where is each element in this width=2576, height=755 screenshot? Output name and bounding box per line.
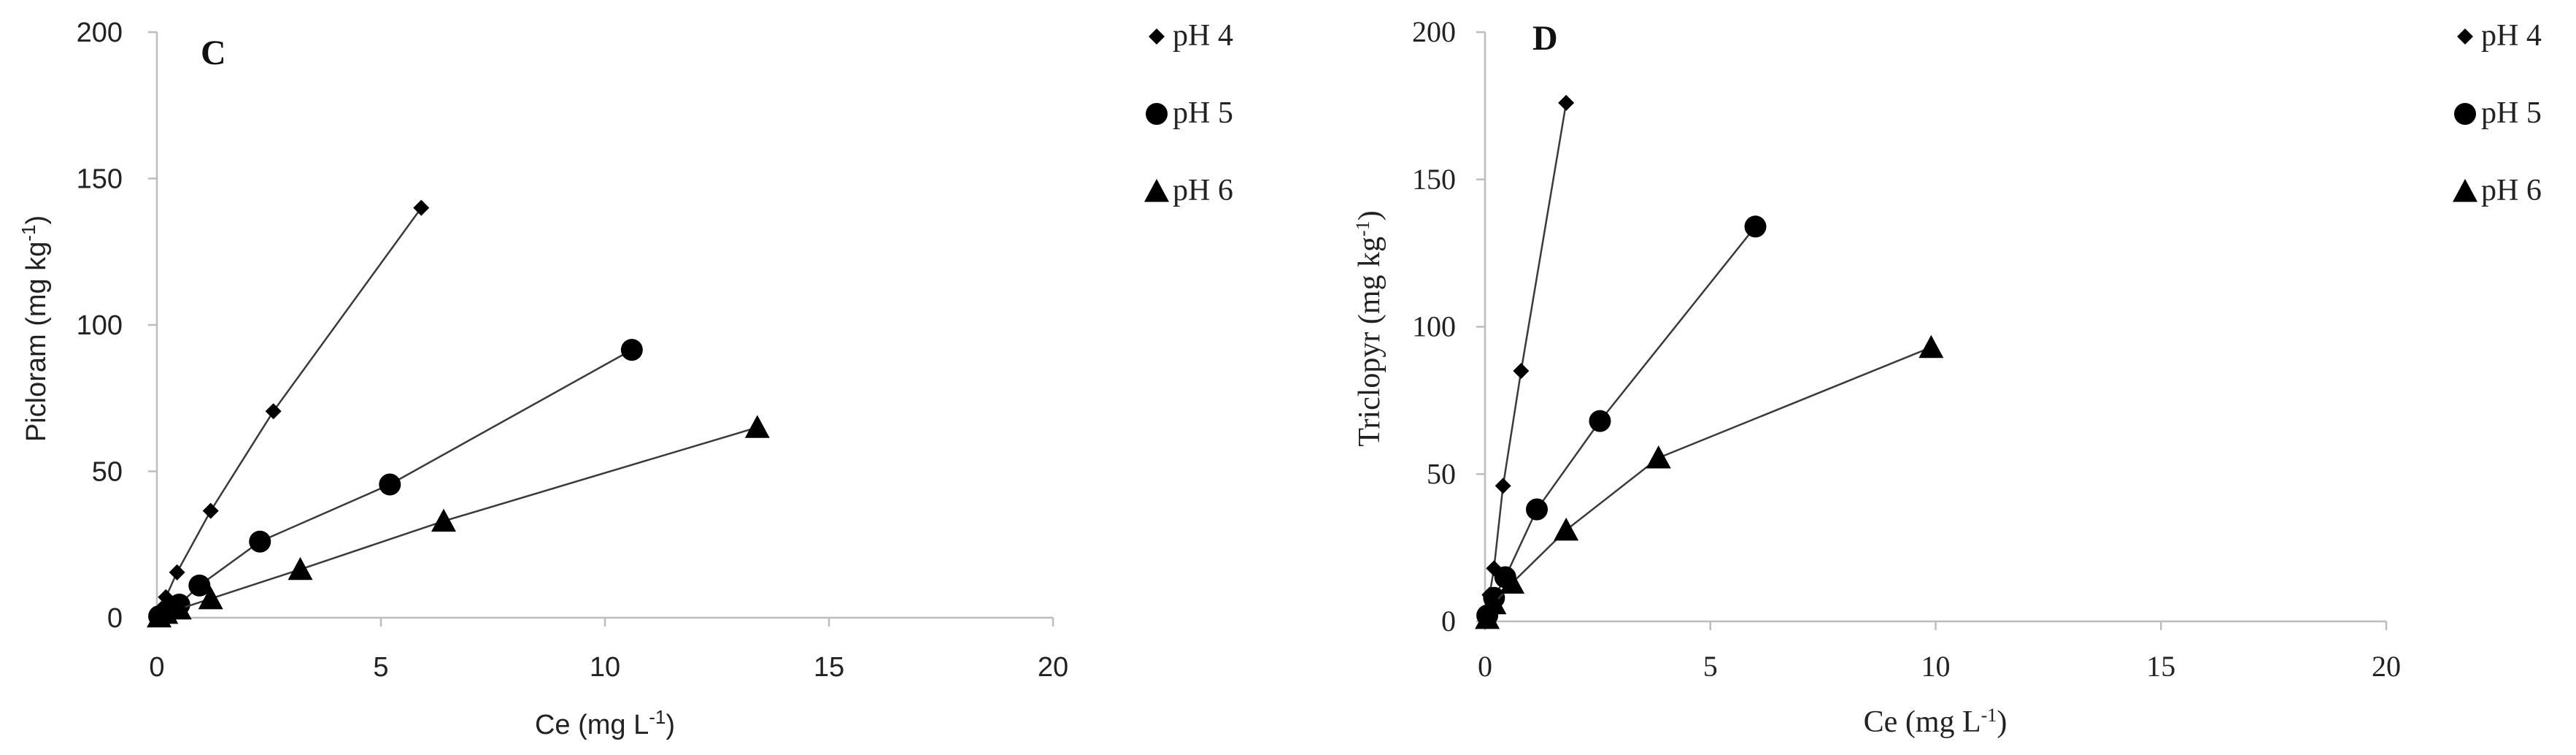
y-tick-label: 50 [92, 457, 123, 488]
y-tick-label: 0 [107, 603, 123, 634]
y-tick-label: 100 [77, 310, 123, 341]
legend-entry: pH 4 [1149, 19, 1233, 53]
legend-entry: pH 6 [2453, 174, 2542, 207]
legend-label: pH 6 [1173, 174, 1233, 207]
legend-entry: pH 4 [2457, 19, 2542, 53]
legend-marker [2454, 103, 2476, 125]
trend-line [1486, 346, 1932, 619]
series-ph-5 [1476, 215, 1767, 626]
y-tick-label: 150 [77, 164, 123, 195]
data-point [202, 502, 219, 519]
legend-label: pH 5 [1173, 96, 1233, 130]
data-point [1486, 560, 1503, 577]
data-point [1589, 410, 1611, 432]
data-point [169, 564, 185, 580]
x-tick-label: 10 [590, 652, 620, 683]
x-tick-label: 20 [1038, 652, 1068, 683]
trend-line [1486, 226, 1756, 616]
data-point [1475, 605, 1500, 629]
legend-label: pH 4 [1173, 19, 1233, 53]
legend-entry: pH 5 [2454, 96, 2542, 130]
series-ph-6 [1475, 334, 1944, 629]
y-tick-label: 200 [77, 18, 123, 48]
series-ph-6 [147, 415, 770, 628]
y-axis-title: Triclopyr (mg kg-1) [1352, 210, 1387, 446]
data-point [1918, 334, 1944, 359]
axes [1484, 32, 2386, 623]
legend-marker [1146, 103, 1168, 125]
data-point [1554, 517, 1579, 541]
y-tick-label: 200 [1412, 15, 1456, 48]
trend-line [158, 426, 758, 618]
legend-entry: pH 6 [1144, 174, 1233, 207]
data-point [1646, 445, 1671, 469]
data-point [1481, 591, 1507, 615]
x-tick-label: 15 [814, 652, 844, 683]
legend-marker [2453, 179, 2477, 202]
legend-marker [2457, 28, 2473, 45]
y-tick-label: 150 [1412, 163, 1456, 196]
data-point [1526, 498, 1549, 521]
y-tick-label: 50 [1427, 457, 1456, 490]
legend-marker [1144, 179, 1169, 202]
data-point [1495, 478, 1511, 494]
x-tick-label: 10 [1921, 650, 1951, 683]
data-point [1500, 570, 1525, 594]
legend-label: pH 5 [2481, 96, 2542, 130]
chart-panel-c: 0 50 100 150 200 0 5 10 15 20 C Ce (mg L-1) Picloram… [18, 18, 1233, 740]
data-point [744, 415, 770, 438]
series-ph-4 [1478, 94, 1575, 621]
legend-label: pH 6 [2481, 174, 2542, 207]
data-point [166, 596, 192, 620]
data-point [288, 556, 313, 580]
chart-panel-d: 0 50 100 150 200 0 5 10 15 20 D Ce (mg L-1) Triclopy… [1352, 15, 2542, 739]
x-tick-label: 0 [1478, 650, 1492, 683]
x-tick-label: 5 [373, 652, 388, 683]
series-ph-4 [151, 199, 430, 623]
data-point [188, 574, 211, 597]
data-point [620, 339, 643, 361]
data-point [265, 403, 282, 420]
data-point [431, 508, 456, 532]
legend-label: pH 4 [2481, 19, 2542, 53]
x-axis-title: Ce (mg L-1) [1864, 705, 2008, 739]
x-tick-label: 5 [1703, 650, 1718, 683]
y-tick-label: 0 [1441, 605, 1456, 637]
x-tick-label: 0 [149, 652, 164, 683]
data-point [413, 199, 430, 216]
x-tick-label: 20 [2372, 650, 2401, 683]
legend-entry: pH 5 [1146, 96, 1233, 130]
data-point [379, 473, 401, 496]
data-point [1558, 94, 1575, 111]
data-point [249, 530, 271, 553]
data-point [1744, 215, 1767, 238]
trend-line [158, 207, 423, 616]
panel-letter: D [1532, 19, 1558, 58]
y-tick-label: 100 [1412, 310, 1456, 343]
trend-line [1485, 102, 1567, 613]
y-axis-title: Picloram (mg kg-1) [18, 215, 52, 442]
x-axis-title: Ce (mg L-1) [535, 706, 675, 740]
x-tick-label: 15 [2146, 650, 2175, 683]
data-point [198, 586, 223, 610]
legend-marker [1149, 28, 1165, 45]
panel-letter: C [201, 34, 226, 72]
data-point [1513, 363, 1530, 380]
axes [155, 32, 1053, 619]
